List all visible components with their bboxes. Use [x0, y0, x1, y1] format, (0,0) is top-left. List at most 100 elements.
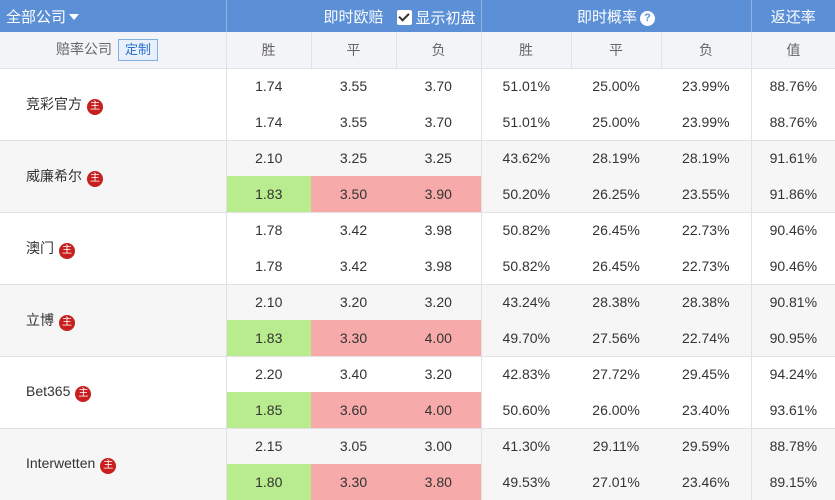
prob-draw: 27.01% [571, 464, 662, 500]
table-row: 1.78 3.42 3.98 50.82% 26.45% 22.73% 90.4… [0, 248, 835, 284]
company-cell[interactable]: Interwetten 主 [0, 427, 227, 500]
table-row: 威廉希尔主 2.10 3.25 3.25 43.62% 28.19% 28.19… [0, 139, 835, 212]
odds-win: 1.74 [226, 67, 311, 104]
company-name[interactable]: Bet365 [26, 382, 71, 399]
home-badge-icon: 主 [87, 170, 103, 187]
odds-lose: 3.70 [396, 104, 482, 140]
table-row: 1.80 3.30 3.80 49.53% 27.01% 23.46% 89.1… [0, 464, 835, 500]
prob-draw: 27.72% [571, 355, 662, 392]
prob-lose: 29.45% [661, 355, 752, 392]
draw-header: 平 [311, 32, 397, 69]
odds-draw: 3.25 [311, 139, 396, 176]
table-row: 竞彩官方主 1.74 3.55 3.70 51.01% 25.00% 23.99… [0, 67, 835, 140]
return-rate: 90.95% [751, 320, 835, 356]
win-header: 胜 [226, 32, 312, 69]
return-rate: 90.46% [751, 211, 835, 248]
odds-lose: 3.20 [396, 355, 482, 392]
return-rate: 88.78% [751, 427, 835, 464]
custom-button[interactable]: 定制 [118, 38, 159, 61]
odds-lose-up: 4.00 [396, 320, 482, 356]
prob-win: 51.01% [481, 104, 572, 140]
odds-draw: 3.05 [311, 427, 396, 464]
prob-draw: 26.00% [571, 392, 662, 428]
return-rate: 89.15% [751, 464, 835, 500]
return-rate: 91.61% [751, 139, 835, 176]
prob-win: 49.53% [481, 464, 572, 500]
table-row: 1.83 3.30 4.00 49.70% 27.56% 22.74% 90.9… [0, 320, 835, 356]
company-name[interactable]: 威廉希尔 [26, 167, 82, 184]
prob-draw: 26.25% [571, 176, 662, 212]
prob-draw: 26.45% [571, 248, 662, 284]
table-row: Interwetten 主 2.15 3.05 3.00 41.30% 29.11… [0, 427, 835, 500]
odds-draw-up: 3.30 [311, 464, 396, 500]
odds-lose-up: 3.90 [396, 176, 482, 212]
company-filter-dropdown[interactable]: 全部公司 [0, 0, 227, 32]
prob-win: 51.01% [481, 67, 572, 104]
prob-draw: 29.11% [571, 427, 662, 464]
company-name[interactable]: Interwetten [26, 454, 96, 471]
home-badge-icon: 主 [87, 98, 103, 115]
table-row: 1.85 3.60 4.00 50.60% 26.00% 23.40% 93.6… [0, 392, 835, 428]
return-rate: 90.81% [751, 283, 835, 320]
odds-draw-up: 3.60 [311, 392, 396, 428]
prob-draw: 27.56% [571, 320, 662, 356]
company-name[interactable]: 立博 [26, 311, 54, 328]
company-column-header: 赔率公司 定制 [0, 32, 227, 69]
odds-draw: 3.20 [311, 283, 396, 320]
odds-win: 2.20 [226, 355, 311, 392]
company-label: 赔率公司 [56, 40, 112, 57]
prob-lose: 22.74% [661, 320, 752, 356]
company-cell[interactable]: 竞彩官方主 [0, 67, 227, 140]
table-row: 1.74 3.55 3.70 51.01% 25.00% 23.99% 88.7… [0, 104, 835, 140]
odds-win: 1.78 [226, 248, 311, 284]
prob-win: 50.82% [481, 248, 572, 284]
odds-lose: 3.98 [396, 211, 482, 248]
table-row: Bet365 主 2.20 3.40 3.20 42.83% 27.72% 29.… [0, 355, 835, 428]
odds-lose: 3.20 [396, 283, 482, 320]
odds-win: 1.78 [226, 211, 311, 248]
odds-lose-up: 4.00 [396, 392, 482, 428]
odds-lose-up: 3.80 [396, 464, 482, 500]
odds-lose: 3.98 [396, 248, 482, 284]
company-cell[interactable]: 立博主 [0, 283, 227, 356]
prob-win: 43.62% [481, 139, 572, 176]
company-cell[interactable]: Bet365 主 [0, 355, 227, 428]
company-filter-label: 全部公司 [6, 8, 67, 26]
return-rate: 90.46% [751, 248, 835, 284]
return-rate: 88.76% [751, 67, 835, 104]
company-name[interactable]: 竞彩官方 [26, 95, 82, 112]
live-prob-title: 即时概率 [577, 8, 638, 26]
lose-header: 负 [396, 32, 482, 69]
show-initial-toggle[interactable]: 显示初盘 [396, 7, 476, 28]
odds-win-down: 1.85 [226, 392, 311, 428]
prob-win: 49.70% [481, 320, 572, 356]
checkbox-checked-icon[interactable] [396, 10, 412, 25]
company-cell[interactable]: 澳门主 [0, 211, 227, 284]
table-row: 1.83 3.50 3.90 50.20% 26.25% 23.55% 91.8… [0, 176, 835, 212]
odds-draw: 3.55 [311, 67, 396, 104]
prob-lose: 22.73% [661, 211, 752, 248]
prob-lose: 29.59% [661, 427, 752, 464]
prob-lose: 23.55% [661, 176, 752, 212]
prob-lose: 22.73% [661, 248, 752, 284]
prob-draw: 26.45% [571, 211, 662, 248]
show-initial-label: 显示初盘 [415, 10, 476, 27]
help-icon[interactable]: ? [640, 10, 656, 26]
table-row: 澳门主 1.78 3.42 3.98 50.82% 26.45% 22.73% … [0, 211, 835, 284]
prob-win: 41.30% [481, 427, 572, 464]
company-name[interactable]: 澳门 [26, 239, 54, 256]
table-row: 立博主 2.10 3.20 3.20 43.24% 28.38% 28.38% … [0, 283, 835, 356]
odds-win-down: 1.80 [226, 464, 311, 500]
odds-win-down: 1.83 [226, 176, 311, 212]
odds-lose: 3.70 [396, 67, 482, 104]
home-badge-icon: 主 [59, 314, 75, 331]
company-cell[interactable]: 威廉希尔主 [0, 139, 227, 212]
odds-win-down: 1.83 [226, 320, 311, 356]
return-rate: 94.24% [751, 355, 835, 392]
prob-draw: 25.00% [571, 104, 662, 140]
odds-win: 1.74 [226, 104, 311, 140]
prob-win: 50.82% [481, 211, 572, 248]
caret-down-icon [69, 13, 80, 20]
return-rate: 91.86% [751, 176, 835, 212]
